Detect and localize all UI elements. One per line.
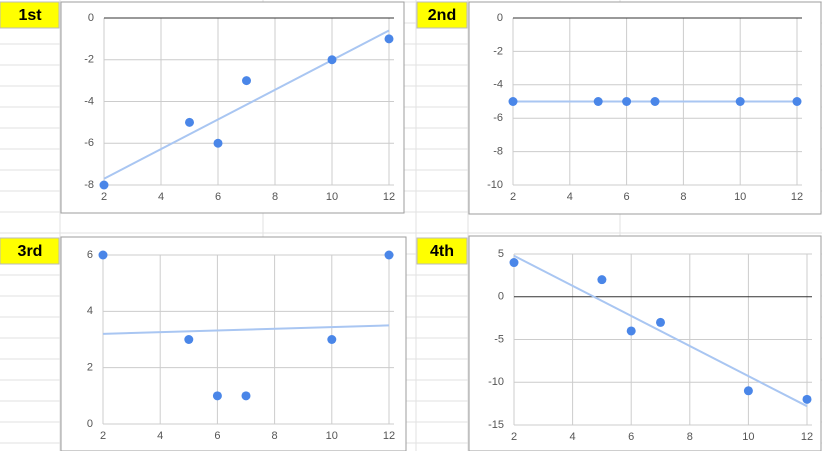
x-tick-label: 10 bbox=[734, 191, 746, 203]
data-point bbox=[597, 275, 607, 285]
data-point bbox=[650, 97, 660, 106]
label-cell bbox=[0, 1, 60, 29]
y-tick-label: 0 bbox=[88, 12, 94, 24]
x-tick-label: 8 bbox=[272, 191, 278, 203]
data-point bbox=[384, 250, 394, 260]
chart: 2 4 6 8 10 12 0 -2 -4 -6 -8 bbox=[60, 1, 405, 214]
x-tick-label: 6 bbox=[624, 191, 630, 203]
x-tick-label: 6 bbox=[628, 431, 634, 443]
data-point bbox=[509, 258, 519, 268]
data-point bbox=[792, 97, 802, 106]
cell-label: 4th bbox=[430, 243, 454, 260]
data-point bbox=[327, 335, 337, 344]
y-tick-label: -10 bbox=[487, 179, 503, 191]
y-tick-label: 0 bbox=[497, 12, 503, 24]
label-cell bbox=[416, 1, 468, 29]
data-point bbox=[327, 55, 337, 65]
y-tick-label: -6 bbox=[493, 112, 503, 124]
data-point bbox=[242, 76, 251, 86]
y-tick-label: -4 bbox=[493, 79, 503, 91]
x-tick-label: 8 bbox=[687, 431, 693, 443]
data-point bbox=[213, 138, 223, 148]
x-tick-label: 8 bbox=[272, 430, 278, 442]
data-point bbox=[508, 97, 518, 106]
x-tick-label: 4 bbox=[570, 431, 576, 443]
data-point bbox=[743, 386, 753, 396]
data-point bbox=[622, 97, 632, 106]
y-tick-label: -2 bbox=[493, 45, 503, 57]
y-tick-label: 5 bbox=[498, 248, 504, 260]
trendline bbox=[103, 29, 390, 180]
data-point bbox=[98, 250, 108, 260]
chart-area bbox=[60, 236, 407, 451]
y-tick-label: -10 bbox=[488, 376, 504, 388]
x-tick-label: 12 bbox=[791, 191, 803, 203]
y-tick-label: 6 bbox=[87, 249, 93, 261]
cell-label: 1st bbox=[18, 7, 42, 24]
data-point bbox=[593, 97, 603, 106]
x-tick-label: 12 bbox=[383, 430, 395, 442]
data-point bbox=[185, 117, 194, 127]
data-point bbox=[735, 97, 745, 106]
y-tick-label: 0 bbox=[498, 291, 504, 303]
trendline bbox=[102, 324, 390, 335]
data-point bbox=[212, 391, 222, 401]
x-tick-label: 10 bbox=[326, 191, 338, 203]
x-tick-label: 4 bbox=[158, 191, 164, 203]
x-tick-label: 6 bbox=[215, 191, 221, 203]
x-tick-label: 8 bbox=[680, 191, 686, 203]
x-tick-label: 12 bbox=[801, 431, 813, 443]
y-tick-label: -5 bbox=[494, 333, 504, 345]
chart-area bbox=[468, 235, 822, 451]
x-tick-label: 6 bbox=[214, 430, 220, 442]
y-tick-label: -6 bbox=[84, 137, 94, 149]
y-tick-label: -2 bbox=[84, 54, 94, 66]
y-tick-label: -8 bbox=[84, 179, 94, 191]
data-point bbox=[184, 335, 194, 344]
y-tick-label: -8 bbox=[493, 146, 503, 158]
x-tick-label: 4 bbox=[567, 191, 573, 203]
x-tick-label: 10 bbox=[326, 430, 338, 442]
x-tick-label: 2 bbox=[101, 191, 107, 203]
data-point bbox=[241, 391, 251, 401]
label-cell bbox=[416, 237, 468, 265]
x-tick-label: 4 bbox=[157, 430, 163, 442]
label-cell bbox=[0, 237, 60, 265]
x-tick-label: 10 bbox=[742, 431, 754, 443]
x-tick-label: 2 bbox=[510, 191, 516, 203]
cell-label: 2nd bbox=[428, 7, 456, 24]
chart: 2 4 6 8 10 12 0 -2 -4 -6 -8 -10 bbox=[468, 1, 822, 215]
trendline bbox=[513, 254, 808, 408]
y-tick-label: 4 bbox=[87, 305, 93, 317]
x-tick-label: 2 bbox=[100, 430, 106, 442]
data-point bbox=[626, 326, 636, 336]
data-point bbox=[656, 317, 665, 327]
y-tick-label: 0 bbox=[87, 418, 93, 430]
chart: 2 4 6 8 10 12 5 0 -5 -10 -15 bbox=[468, 235, 822, 451]
cell-label: 3rd bbox=[18, 243, 43, 260]
y-tick-label: -4 bbox=[84, 95, 94, 107]
x-tick-label: 12 bbox=[383, 191, 395, 203]
chart-area bbox=[60, 1, 405, 214]
data-point bbox=[384, 34, 394, 44]
data-point bbox=[802, 394, 812, 404]
data-point bbox=[99, 180, 109, 190]
x-tick-label: 2 bbox=[511, 431, 517, 443]
y-tick-label: 2 bbox=[87, 362, 93, 374]
y-tick-label: -15 bbox=[488, 419, 504, 431]
chart-area bbox=[468, 1, 822, 215]
